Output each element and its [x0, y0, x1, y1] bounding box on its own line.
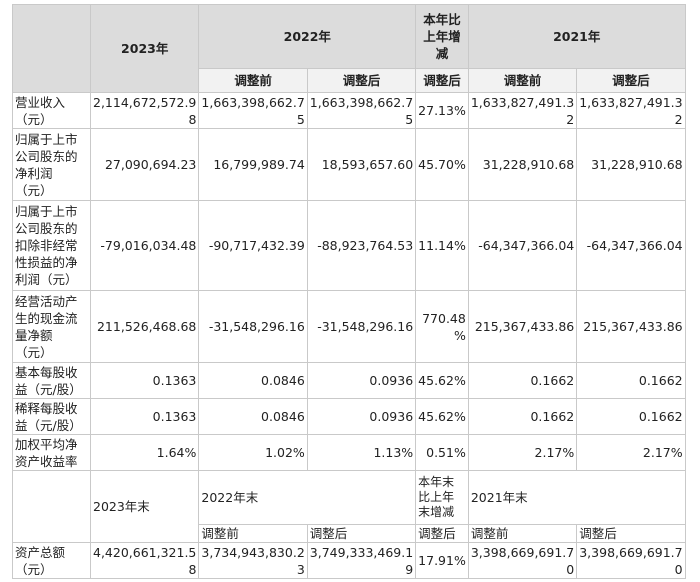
- row-label: 加权平均净 资产收益率: [12, 434, 91, 471]
- cell-yoy: 45.70%: [415, 128, 469, 201]
- cell-yoy: 45.62%: [415, 362, 469, 399]
- table-row: 归属于上市 公司股东的 扣除非经常 性损益的净 利润（元） -79,016,03…: [12, 200, 686, 291]
- header-2021-before: 调整前: [467, 68, 578, 93]
- row-label: 基本每股收 益（元/股）: [12, 362, 91, 399]
- header2-2022end: 2022年末: [198, 470, 417, 525]
- cell-2022-after: -88,923,764.53: [306, 200, 417, 291]
- header2-2023end: 2023年末: [89, 470, 200, 543]
- row-label: 资产总额 （元）: [12, 542, 91, 579]
- financial-data-table: 2023年 2022年 本年比 上年增 减 2021年 调整前 调整后 调整后 …: [12, 4, 686, 579]
- header2-2021end: 2021年末: [467, 470, 686, 525]
- cell-2023: -79,016,034.48: [89, 200, 200, 291]
- cell-yoy: 0.51%: [415, 434, 469, 471]
- cell-2022-before: 16,799,989.74: [198, 128, 308, 201]
- row-label: 营业收入 （元）: [12, 92, 91, 129]
- header-row-years: 2023年 2022年 本年比 上年增 减 2021年: [12, 4, 686, 93]
- header2-corner: [12, 470, 91, 543]
- cell-2022-after: 1.13%: [306, 434, 417, 471]
- row-label: 归属于上市 公司股东的 扣除非经常 性损益的净 利润（元）: [12, 200, 91, 291]
- cell-2021-after: 31,228,910.68: [576, 128, 686, 201]
- header2-2022-before: 调整前: [198, 524, 308, 543]
- table-row: 营业收入 （元） 2,114,672,572.9 8 1,663,398,662…: [12, 92, 686, 129]
- table-row: 加权平均净 资产收益率 1.64% 1.02% 1.13% 0.51% 2.17…: [12, 434, 686, 471]
- cell-2021-before: 1,633,827,491.3 2: [467, 92, 578, 129]
- header-2023: 2023年: [89, 4, 200, 93]
- header2-2021-before: 调整前: [467, 524, 578, 543]
- cell-2023: 27,090,694.23: [89, 128, 200, 201]
- cell-yoy: 45.62%: [415, 398, 469, 435]
- header2-yoy: 本年末 比上年 末增减: [415, 470, 469, 525]
- table-row: 基本每股收 益（元/股） 0.1363 0.0846 0.0936 45.62%…: [12, 362, 686, 399]
- cell-2021-after: 3,398,669,691.7 0: [576, 542, 686, 579]
- cell-2023: 1.64%: [89, 434, 200, 471]
- cell-2021-before: 3,398,669,691.7 0: [467, 542, 578, 579]
- cell-2023: 0.1363: [89, 398, 200, 435]
- row-label: 稀释每股收 益（元/股）: [12, 398, 91, 435]
- table-row: 经营活动产 生的现金流 量净额 （元） 211,526,468.68 -31,5…: [12, 290, 686, 363]
- header-corner: [12, 4, 91, 93]
- header-2021: 2021年: [467, 4, 686, 69]
- cell-2022-before: 1.02%: [198, 434, 308, 471]
- header2-2022-after: 调整后: [306, 524, 417, 543]
- cell-2021-after: 0.1662: [576, 398, 686, 435]
- cell-2021-before: 31,228,910.68: [467, 128, 578, 201]
- cell-2021-after: 2.17%: [576, 434, 686, 471]
- cell-2021-before: 0.1662: [467, 398, 578, 435]
- header-2022: 2022年: [198, 4, 417, 69]
- cell-2022-before: 3,734,943,830.2 3: [198, 542, 308, 579]
- cell-2022-after: 0.0936: [306, 398, 417, 435]
- header-row-adjust: 调整前 调整后 调整后 调整前 调整后: [13, 68, 686, 93]
- cell-2021-after: 1,633,827,491.3 2: [576, 92, 686, 129]
- header2-yoy-after: 调整后: [415, 524, 469, 543]
- header-2022-before: 调整前: [198, 68, 308, 93]
- cell-2021-after: 0.1662: [576, 362, 686, 399]
- cell-yoy: 11.14%: [415, 200, 469, 291]
- cell-2022-before: 0.0846: [198, 362, 308, 399]
- table-row-total-assets: 资产总额 （元） 4,420,661,321.5 8 3,734,943,830…: [12, 542, 686, 579]
- cell-2022-before: 1,663,398,662.7 5: [198, 92, 308, 129]
- cell-2022-after: 0.0936: [306, 362, 417, 399]
- table-row: 稀释每股收 益（元/股） 0.1363 0.0846 0.0936 45.62%…: [12, 398, 686, 435]
- cell-2022-before: -90,717,432.39: [198, 200, 308, 291]
- cell-yoy: 17.91%: [415, 542, 469, 579]
- row-label: 经营活动产 生的现金流 量净额 （元）: [12, 290, 91, 363]
- cell-2021-before: 215,367,433.86: [467, 290, 578, 363]
- cell-yoy: 770.48 %: [415, 290, 469, 363]
- cell-2023: 2,114,672,572.9 8: [89, 92, 200, 129]
- cell-2021-after: 215,367,433.86: [576, 290, 686, 363]
- cell-2021-before: -64,347,366.04: [467, 200, 578, 291]
- header-yoy-after: 调整后: [415, 68, 469, 93]
- cell-2021-after: -64,347,366.04: [576, 200, 686, 291]
- row-label: 归属于上市 公司股东的 净利润 （元）: [12, 128, 91, 201]
- header-2021-after: 调整后: [576, 68, 686, 93]
- cell-2022-after: 18,593,657.60: [306, 128, 417, 201]
- header-yoy: 本年比 上年增 减: [415, 4, 469, 69]
- cell-2023: 0.1363: [89, 362, 200, 399]
- cell-yoy: 27.13%: [415, 92, 469, 129]
- header2-2021-after: 调整后: [576, 524, 686, 543]
- cell-2022-before: 0.0846: [198, 398, 308, 435]
- cell-2022-after: 1,663,398,662.7 5: [306, 92, 417, 129]
- header-2022-after: 调整后: [306, 68, 417, 93]
- header-row-yearend: 2023年末 2022年末 本年末 比上年 末增减 2021年末: [12, 470, 686, 543]
- cell-2022-before: -31,548,296.16: [198, 290, 308, 363]
- cell-2021-before: 2.17%: [467, 434, 578, 471]
- cell-2022-after: -31,548,296.16: [306, 290, 417, 363]
- cell-2022-after: 3,749,333,469.1 9: [306, 542, 417, 579]
- cell-2021-before: 0.1662: [467, 362, 578, 399]
- cell-2023: 211,526,468.68: [89, 290, 200, 363]
- table-row: 归属于上市 公司股东的 净利润 （元） 27,090,694.23 16,799…: [12, 128, 686, 201]
- cell-2023: 4,420,661,321.5 8: [89, 542, 200, 579]
